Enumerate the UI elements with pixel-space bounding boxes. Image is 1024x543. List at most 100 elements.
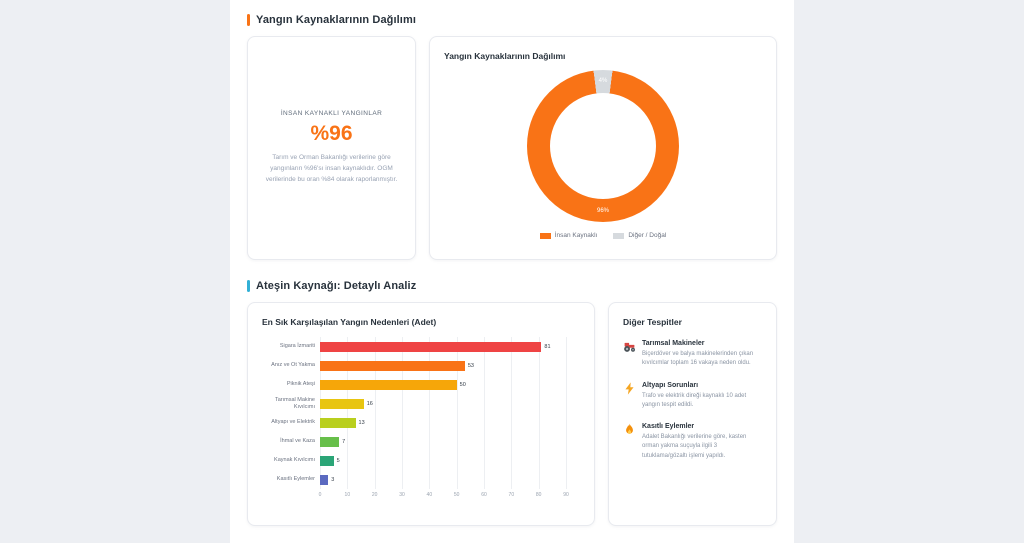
axis-tick-label: 30 <box>399 492 405 498</box>
gridline <box>484 337 485 489</box>
donut-card-title: Yangın Kaynaklarının Dağılımı <box>444 51 566 61</box>
axis-tick-label: 80 <box>535 492 542 498</box>
legend-swatch <box>539 232 551 239</box>
gridline <box>456 337 458 489</box>
bar <box>320 341 542 352</box>
stat-label: İNSAN KAYNAKLI YANGINLAR <box>280 110 383 118</box>
finding-text: Trafo ve elektrik direği kaynaklı 10 ade… <box>642 392 747 408</box>
bar-rows: Sigara İzmariti 81 Anız ve Ot Yakma 53 Pikni… <box>262 337 580 489</box>
gridline <box>374 337 376 489</box>
bar <box>320 455 334 466</box>
section2-header: Ateşin Kaynağı: Detaylı Analiz <box>247 280 777 292</box>
legend-item-diger-dogal[interactable]: Diğer / Doğal <box>613 232 666 239</box>
tractor-icon <box>623 340 636 353</box>
section1-header: Yangın Kaynaklarının Dağılımı <box>247 14 777 26</box>
bar-track: 3 <box>320 470 566 489</box>
donut-chart: 4% 96% <box>527 70 679 222</box>
axis-tick-label: 0 <box>318 492 322 498</box>
bar-chart-card: En Sık Karşılaşılan Yangın Nedenleri (Ad… <box>247 302 595 526</box>
bar-x-axis: 0 10 20 30 40 50 60 70 80 90 <box>318 492 569 502</box>
gridline <box>347 337 349 489</box>
bar-row: Piknik Ateşi 50 <box>262 375 580 394</box>
gridline <box>320 337 321 489</box>
legend-swatch <box>613 232 625 239</box>
legend-item-insan-kaynakli[interactable]: İnsan Kaynaklı <box>539 232 598 239</box>
axis-tick-label: 90 <box>563 492 569 498</box>
bar <box>320 417 356 428</box>
stat-card: İNSAN KAYNAKLI YANGINLAR %96 Tarım ve Or… <box>247 36 416 260</box>
bar-card-title: En Sık Karşılaşılan Yangın Nedenleri (Ad… <box>262 317 437 327</box>
bar-gridlines <box>320 337 567 489</box>
bar-value-label: 50 <box>459 381 466 388</box>
bar-category-label: İhmal ve Kaza <box>280 438 315 445</box>
bar-value-label: 53 <box>467 362 474 369</box>
bar-row: Kaynak Kıvılcımı 5 <box>262 451 580 470</box>
section2-title: Ateşin Kaynağı: Detaylı Analiz <box>256 280 417 292</box>
section1-cards: İNSAN KAYNAKLI YANGINLAR %96 Tarım ve Or… <box>247 36 777 260</box>
bar-row: İhmal ve Kaza 7 <box>262 432 580 451</box>
axis-tick-label: 40 <box>426 492 433 498</box>
bar-row: Tarımsal Makine Kıvılcımı 16 <box>262 394 580 413</box>
donut-chart-card: Yangın Kaynaklarının Dağılımı 4% 96% İns… <box>429 36 777 260</box>
finding-body: Tarımsal Makineler Biçerdöver ve balya m… <box>642 340 762 369</box>
bar-chart: Sigara İzmariti 81 Anız ve Ot Yakma 53 Pikni… <box>262 337 580 502</box>
donut-hole <box>550 93 656 199</box>
finding-title: Kasıtlı Eylemler <box>642 423 695 431</box>
flame-icon <box>623 423 636 436</box>
bar-category-label: Altyapı ve Elektrik <box>271 419 315 426</box>
lightning-icon <box>623 382 636 395</box>
bar-track: 13 <box>320 413 566 432</box>
section1-title: Yangın Kaynaklarının Dağılımı <box>256 14 416 26</box>
findings-title: Diğer Tespitler <box>623 317 682 327</box>
main-content: Yangın Kaynaklarının Dağılımı İNSAN KAYN… <box>230 0 794 543</box>
section2-accent <box>247 280 250 292</box>
bar <box>320 474 329 485</box>
axis-tick-label: 50 <box>453 492 460 498</box>
bar-row: Kasıtlı Eylemler 3 <box>262 470 580 489</box>
finding-item: Altyapı Sorunları Trafo ve elektrik dire… <box>623 382 762 411</box>
finding-body: Altyapı Sorunları Trafo ve elektrik dire… <box>642 382 762 411</box>
gridline <box>511 337 513 489</box>
bar-category-label: Sigara İzmariti <box>279 343 315 350</box>
bar <box>320 360 465 371</box>
bar-track: 16 <box>320 394 566 413</box>
bar <box>320 436 340 447</box>
gridline <box>566 337 567 489</box>
bar <box>320 379 457 390</box>
legend-label: Diğer / Doğal <box>628 232 667 239</box>
bar-track: 7 <box>320 432 566 451</box>
bar-category-label: Anız ve Ot Yakma <box>271 362 315 369</box>
donut-minor-slice-label: 4% <box>598 78 608 84</box>
stat-value: %96 <box>310 122 353 146</box>
bar-category-label: Tarımsal Makine Kıvılcımı <box>274 396 315 410</box>
finding-item: Kasıtlı Eylemler Adalet Bakanlığı verile… <box>623 423 762 461</box>
finding-text: Biçerdöver ve balya makinelerinden çıkan… <box>642 351 754 367</box>
gridline <box>402 337 403 489</box>
bar-track: 81 <box>320 337 566 356</box>
donut-major-slice-label: 96% <box>596 208 610 214</box>
bar-row: Altyapı ve Elektrik 13 <box>262 413 580 432</box>
section1-accent <box>247 14 250 26</box>
bar-category-label: Kasıtlı Eylemler <box>276 476 315 483</box>
bar-row: Sigara İzmariti 81 <box>262 337 580 356</box>
bar-track: 5 <box>320 451 566 470</box>
gridline <box>429 337 431 489</box>
finding-title: Altyapı Sorunları <box>642 381 699 389</box>
bar-value-label: 3 <box>331 476 335 483</box>
axis-tick-label: 20 <box>371 492 378 498</box>
finding-item: Tarımsal Makineler Biçerdöver ve balya m… <box>623 340 762 369</box>
donut-legend: İnsan Kaynaklı Diğer / Doğal <box>444 232 762 239</box>
finding-title: Tarımsal Makineler <box>642 340 705 347</box>
axis-tick-label: 60 <box>481 492 487 498</box>
bar-track: 53 <box>320 356 566 375</box>
bar-category-label: Piknik Ateşi <box>286 381 315 388</box>
axis-tick-label: 10 <box>344 492 351 498</box>
bar-value-label: 13 <box>358 419 365 426</box>
bar-value-label: 7 <box>342 438 346 445</box>
bar-value-label: 5 <box>336 457 340 464</box>
bar-category-label: Kaynak Kıvılcımı <box>274 457 315 464</box>
findings-card: Diğer Tespitler Tarımsal Makineler Biçer… <box>608 302 777 526</box>
finding-body: Kasıtlı Eylemler Adalet Bakanlığı verile… <box>642 423 762 461</box>
bar-row: Anız ve Ot Yakma 53 <box>262 356 580 375</box>
legend-label: İnsan Kaynaklı <box>554 232 598 239</box>
